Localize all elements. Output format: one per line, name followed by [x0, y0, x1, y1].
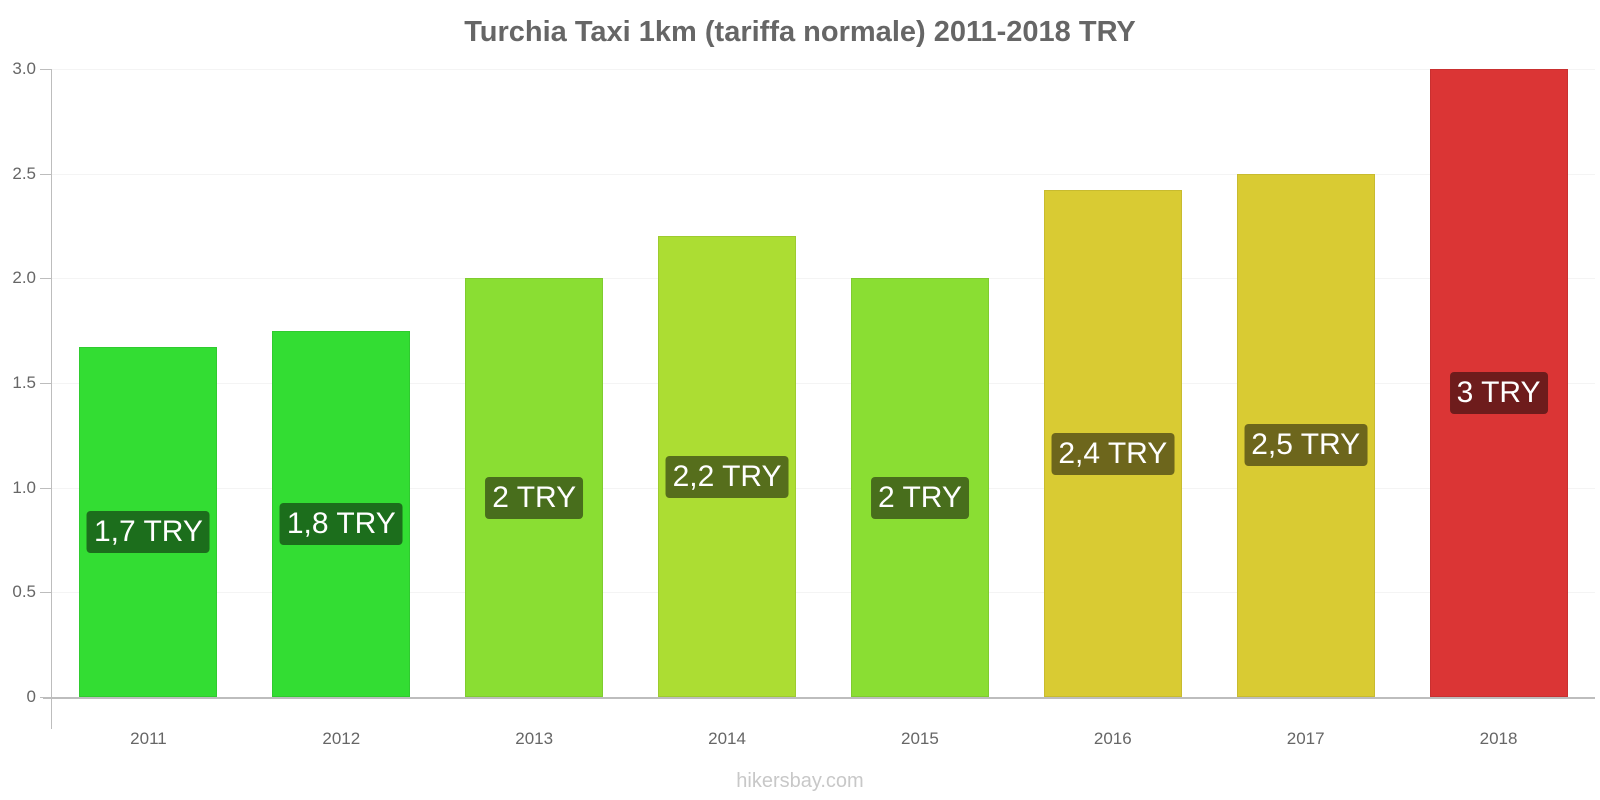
gridline: [52, 383, 1595, 384]
y-tick-mark: [40, 383, 51, 384]
bar-2013[interactable]: 2 TRY: [465, 278, 604, 697]
gridline: [52, 173, 1595, 175]
x-tick-label: 2018: [1479, 729, 1518, 748]
x-tick-label: 2017: [1286, 729, 1325, 748]
x-tick-label: 2015: [901, 729, 939, 748]
data-label: 1,7 TRY: [86, 511, 210, 554]
x-tick-label: 2014: [708, 729, 746, 748]
y-axis-line: [51, 69, 52, 729]
y-tick-mark: [40, 278, 51, 280]
bar-2014[interactable]: 2,2 TRY: [658, 236, 797, 697]
y-tick-label: 0: [26, 687, 36, 706]
y-tick-label: 3.0: [12, 59, 36, 78]
bar-2011[interactable]: 1,7 TRY: [79, 347, 218, 697]
bar-2017[interactable]: 2,5 TRY: [1236, 173, 1375, 697]
y-tick-label: 2.5: [12, 163, 36, 183]
gridline: [52, 487, 1595, 489]
x-tick-label: 2012: [322, 729, 361, 748]
data-label: 2,4 TRY: [1051, 432, 1175, 475]
bar-2015[interactable]: 2 TRY: [850, 278, 989, 697]
data-label: 3 TRY: [1449, 372, 1548, 414]
gridline: [52, 69, 1595, 70]
x-tick-label: 2011: [130, 729, 167, 748]
y-tick-mark: [40, 487, 51, 489]
data-label: 2,5 TRY: [1244, 424, 1368, 467]
plot-area: 1,7 TRY 1,8 TRY 2 TRY 2,2 TRY 2 TRY 2,4 TRY 2,…: [52, 69, 1595, 697]
y-tick-label: 2.0: [12, 268, 36, 288]
y-tick-mark: [40, 592, 51, 594]
bar-2016[interactable]: 2,4 TRY: [1043, 190, 1182, 697]
gridline: [52, 278, 1595, 280]
y-tick-mark: [40, 69, 51, 70]
data-label: 2,2 TRY: [665, 455, 789, 498]
data-label: 1,8 TRY: [279, 502, 403, 545]
data-label: 2 TRY: [870, 476, 969, 519]
y-tick-label: 0.5: [12, 582, 36, 602]
chart-title: Turchia Taxi 1km (tariffa normale) 2011-…: [464, 16, 1136, 48]
data-label: 2 TRY: [485, 476, 584, 519]
y-tick-mark: [40, 173, 51, 175]
bar-2012[interactable]: 1,8 TRY: [272, 330, 411, 697]
gridline: [52, 592, 1595, 594]
x-tick-label: 2013: [515, 729, 554, 748]
x-tick-label: 2016: [1093, 729, 1132, 748]
bar-2018[interactable]: 3 TRY: [1429, 69, 1568, 697]
y-tick-label: 1.0: [12, 477, 36, 497]
x-axis-line: [43, 697, 1595, 699]
watermark: hikersbay.com: [736, 770, 864, 792]
y-tick-label: 1.5: [12, 373, 36, 392]
